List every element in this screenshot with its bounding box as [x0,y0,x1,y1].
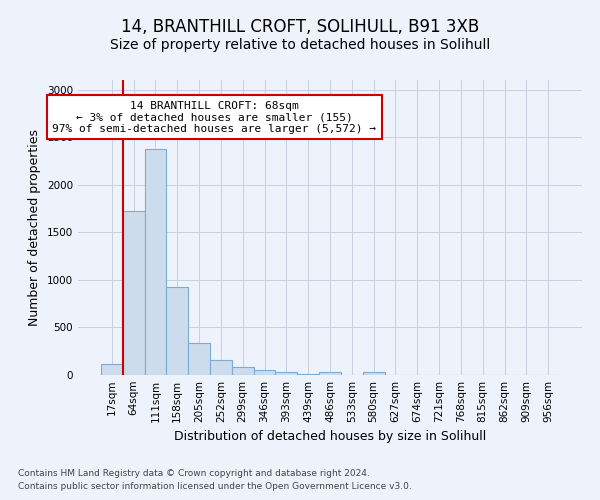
Text: Contains public sector information licensed under the Open Government Licence v3: Contains public sector information licen… [18,482,412,491]
Text: Contains HM Land Registry data © Crown copyright and database right 2024.: Contains HM Land Registry data © Crown c… [18,468,370,477]
Bar [275,372,297,375]
Text: 14 BRANTHILL CROFT: 68sqm
← 3% of detached houses are smaller (155)
97% of semi-: 14 BRANTHILL CROFT: 68sqm ← 3% of detach… [52,100,376,134]
Bar [166,288,188,375]
Y-axis label: Number of detached properties: Number of detached properties [28,129,41,326]
Bar [297,374,319,375]
Bar [363,372,385,375]
Bar [210,360,232,375]
Text: Size of property relative to detached houses in Solihull: Size of property relative to detached ho… [110,38,490,52]
Bar [145,150,166,375]
Bar [254,370,275,375]
Bar [101,364,123,375]
Text: 14, BRANTHILL CROFT, SOLIHULL, B91 3XB: 14, BRANTHILL CROFT, SOLIHULL, B91 3XB [121,18,479,36]
Bar [232,368,254,375]
X-axis label: Distribution of detached houses by size in Solihull: Distribution of detached houses by size … [174,430,486,444]
Bar [188,342,210,375]
Bar [319,372,341,375]
Bar [123,212,145,375]
